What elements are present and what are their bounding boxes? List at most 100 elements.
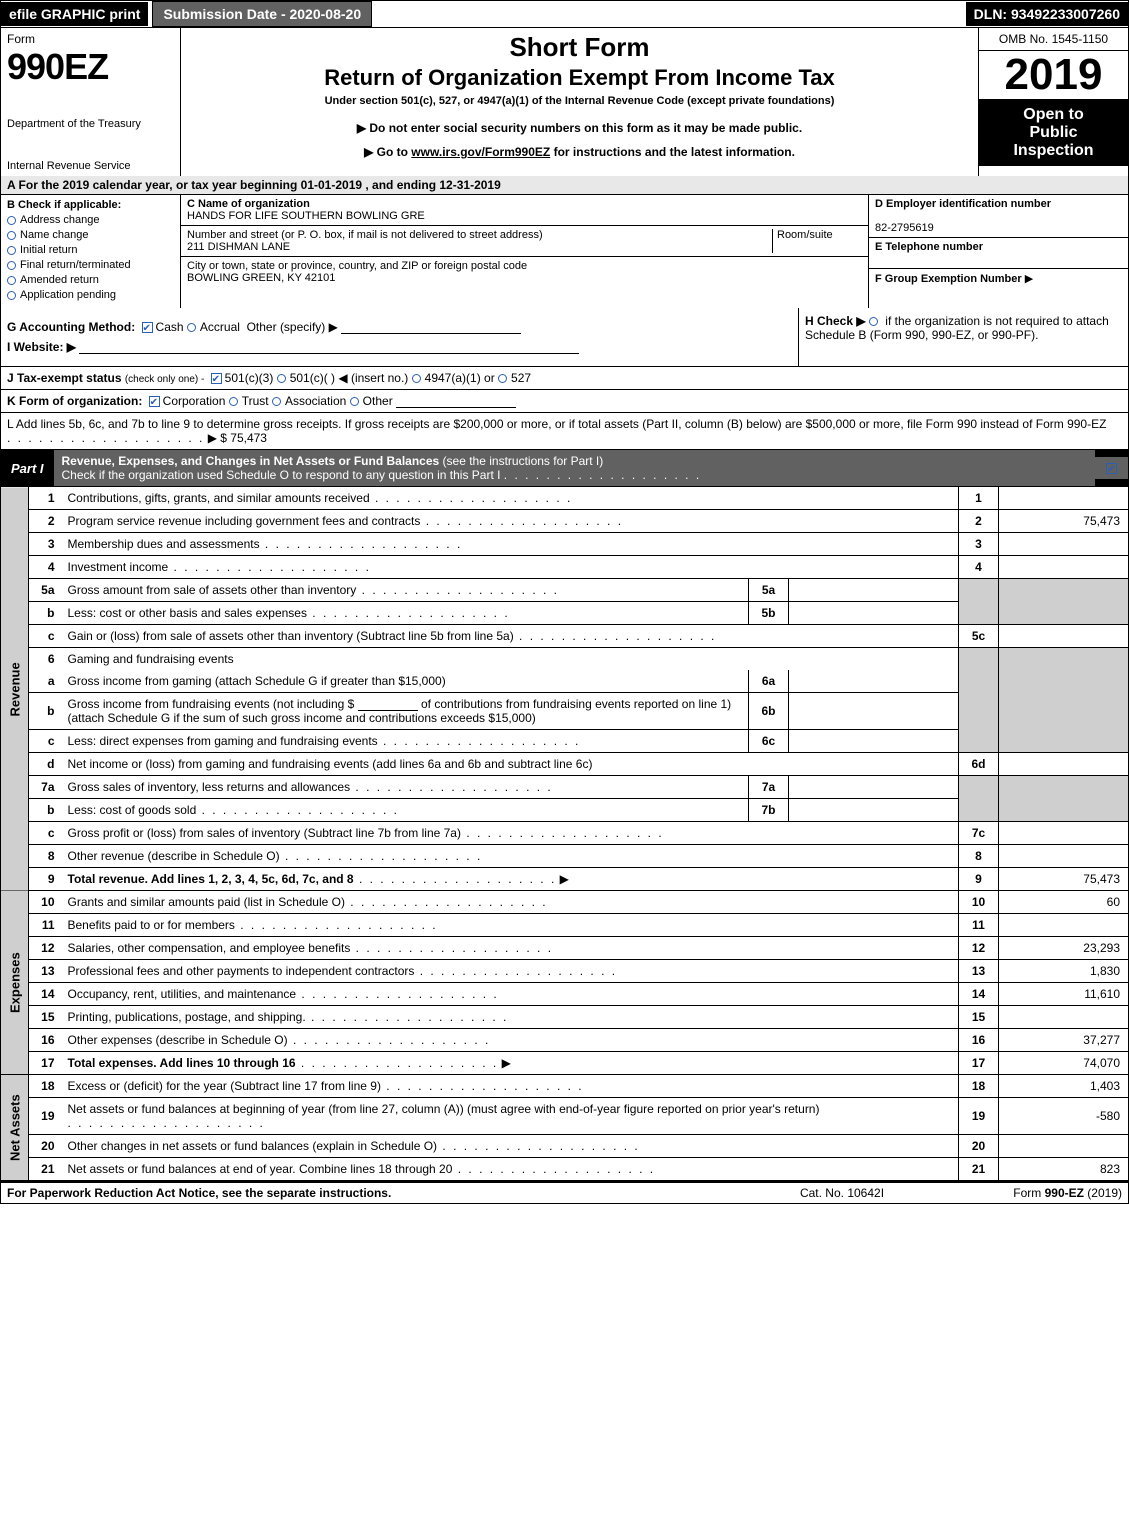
- j-label: J Tax-exempt status: [7, 371, 122, 385]
- col-b-check-if-applicable: B Check if applicable: Address change Na…: [1, 195, 181, 308]
- org-name: HANDS FOR LIFE SOUTHERN BOWLING GRE: [187, 210, 425, 222]
- table-row: 15 Printing, publications, postage, and …: [1, 1006, 1129, 1029]
- checkbox-schedule-o[interactable]: [1106, 463, 1117, 474]
- do-not-enter-ssn: Do not enter social security numbers on …: [189, 121, 970, 135]
- footer-cat-no: Cat. No. 10642I: [762, 1186, 922, 1200]
- circle-icon: [7, 231, 16, 240]
- goto-pre: Go to: [377, 145, 412, 159]
- open-line2: Public: [983, 124, 1124, 142]
- check-application-pending[interactable]: Application pending: [7, 289, 174, 301]
- circle-icon[interactable]: [187, 323, 196, 332]
- g-accounting-method: G Accounting Method: Cash Accrual Other …: [7, 320, 792, 334]
- dept-treasury: Department of the Treasury: [7, 118, 174, 130]
- circle-icon[interactable]: [229, 397, 238, 406]
- g-label: G Accounting Method:: [7, 320, 135, 334]
- col-b-title: B Check if applicable:: [7, 199, 174, 211]
- check-amended-return[interactable]: Amended return: [7, 274, 174, 286]
- short-form-title: Short Form: [189, 32, 970, 63]
- table-row: d Net income or (loss) from gaming and f…: [1, 753, 1129, 776]
- table-row: 20 Other changes in net assets or fund b…: [1, 1135, 1129, 1158]
- under-section: Under section 501(c), 527, or 4947(a)(1)…: [189, 95, 970, 107]
- check-name-change[interactable]: Name change: [7, 229, 174, 241]
- part-1-header: Part I Revenue, Expenses, and Changes in…: [0, 450, 1129, 487]
- circle-icon[interactable]: [498, 374, 507, 383]
- addr-value: 211 DISHMAN LANE: [187, 241, 290, 253]
- i-label: I Website: ▶: [7, 340, 76, 354]
- k-form-of-organization: K Form of organization: Corporation Trus…: [0, 390, 1129, 413]
- check-address-change[interactable]: Address change: [7, 214, 174, 226]
- open-line1: Open to: [983, 106, 1124, 124]
- l-amount: $ 75,473: [220, 431, 267, 445]
- fundraising-amount-input[interactable]: [358, 699, 418, 711]
- table-row: 16 Other expenses (describe in Schedule …: [1, 1029, 1129, 1052]
- table-row: 11 Benefits paid to or for members 11: [1, 914, 1129, 937]
- e-label: E Telephone number: [875, 241, 983, 253]
- submission-date-badge: Submission Date - 2020-08-20: [152, 1, 372, 27]
- revenue-vtab: Revenue: [1, 487, 29, 891]
- checkbox-cash[interactable]: [142, 322, 153, 333]
- i-website: I Website: ▶: [7, 340, 792, 354]
- top-bar: efile GRAPHIC print Submission Date - 20…: [0, 0, 1129, 28]
- g-h-i-block: G Accounting Method: Cash Accrual Other …: [0, 308, 1129, 367]
- page-footer: For Paperwork Reduction Act Notice, see …: [0, 1181, 1129, 1204]
- table-row: 17 Total expenses. Add lines 10 through …: [1, 1052, 1129, 1075]
- table-row: 5a Gross amount from sale of assets othe…: [1, 579, 1129, 602]
- part-1-table: Revenue 1 Contributions, gifts, grants, …: [0, 487, 1129, 1181]
- table-row: 13 Professional fees and other payments …: [1, 960, 1129, 983]
- goto-instructions: Go to www.irs.gov/Form990EZ for instruct…: [189, 145, 970, 159]
- other-specify-input[interactable]: [341, 322, 521, 334]
- checkbox-corporation[interactable]: [149, 396, 160, 407]
- circle-icon: [7, 216, 16, 225]
- col-c-city-block: City or town, state or province, country…: [181, 257, 868, 287]
- c-label: C Name of organization: [187, 198, 310, 210]
- check-final-return[interactable]: Final return/terminated: [7, 259, 174, 271]
- other-org-input[interactable]: [396, 396, 516, 408]
- j-tax-exempt-status: J Tax-exempt status (check only one) - 5…: [0, 367, 1129, 390]
- tax-year: 2019: [979, 51, 1128, 100]
- circle-icon[interactable]: [350, 397, 359, 406]
- table-row: 21 Net assets or fund balances at end of…: [1, 1158, 1129, 1181]
- circle-icon: [7, 276, 16, 285]
- dln-label: DLN: 93492233007260: [966, 2, 1128, 26]
- table-row: Expenses 10 Grants and similar amounts p…: [1, 891, 1129, 914]
- return-title: Return of Organization Exempt From Incom…: [189, 65, 970, 91]
- website-input[interactable]: [79, 342, 579, 354]
- part-1-schedule-o-check: [1095, 457, 1128, 479]
- circle-icon[interactable]: [272, 397, 281, 406]
- footer-paperwork-notice: For Paperwork Reduction Act Notice, see …: [7, 1186, 762, 1200]
- circle-icon: [7, 261, 16, 270]
- circle-icon[interactable]: [412, 374, 421, 383]
- form-header: Form 990EZ Department of the Treasury In…: [0, 28, 1129, 176]
- checkbox-501c3[interactable]: [211, 373, 222, 384]
- table-row: c Gross profit or (loss) from sales of i…: [1, 822, 1129, 845]
- k-label: K Form of organization:: [7, 394, 142, 408]
- circle-icon[interactable]: [869, 317, 878, 326]
- open-line3: Inspection: [983, 142, 1124, 160]
- dots-leader: [7, 431, 204, 445]
- form-label: Form: [7, 32, 174, 46]
- table-row: 8 Other revenue (describe in Schedule O)…: [1, 845, 1129, 868]
- gh-left: G Accounting Method: Cash Accrual Other …: [1, 308, 798, 366]
- dept-irs: Internal Revenue Service: [7, 160, 174, 172]
- goto-link[interactable]: www.irs.gov/Form990EZ: [411, 145, 550, 159]
- print-link[interactable]: print: [109, 6, 140, 22]
- table-row: 14 Occupancy, rent, utilities, and maint…: [1, 983, 1129, 1006]
- city-label: City or town, state or province, country…: [187, 260, 527, 272]
- l-text: L Add lines 5b, 6c, and 7b to line 9 to …: [7, 417, 1106, 431]
- check-initial-return[interactable]: Initial return: [7, 244, 174, 256]
- circle-icon: [7, 246, 16, 255]
- l-gross-receipts: L Add lines 5b, 6c, and 7b to line 9 to …: [0, 413, 1129, 450]
- ein-value: 82-2795619: [875, 222, 934, 234]
- table-row: 3 Membership dues and assessments 3: [1, 533, 1129, 556]
- table-row: 9 Total revenue. Add lines 1, 2, 3, 4, 5…: [1, 868, 1129, 891]
- part-1-check-text: Check if the organization used Schedule …: [62, 468, 501, 482]
- circle-icon[interactable]: [277, 374, 286, 383]
- efile-graphic-label: efile GRAPHIC print: [1, 2, 148, 26]
- part-1-title: Revenue, Expenses, and Changes in Net As…: [54, 450, 1095, 486]
- table-row: 12 Salaries, other compensation, and emp…: [1, 937, 1129, 960]
- part-1-title-bold: Revenue, Expenses, and Changes in Net As…: [62, 454, 440, 468]
- form-number: 990EZ: [7, 46, 174, 88]
- f-label: F Group Exemption Number: [875, 273, 1022, 285]
- room-suite: Room/suite: [772, 229, 862, 253]
- addr-label: Number and street (or P. O. box, if mail…: [187, 229, 543, 241]
